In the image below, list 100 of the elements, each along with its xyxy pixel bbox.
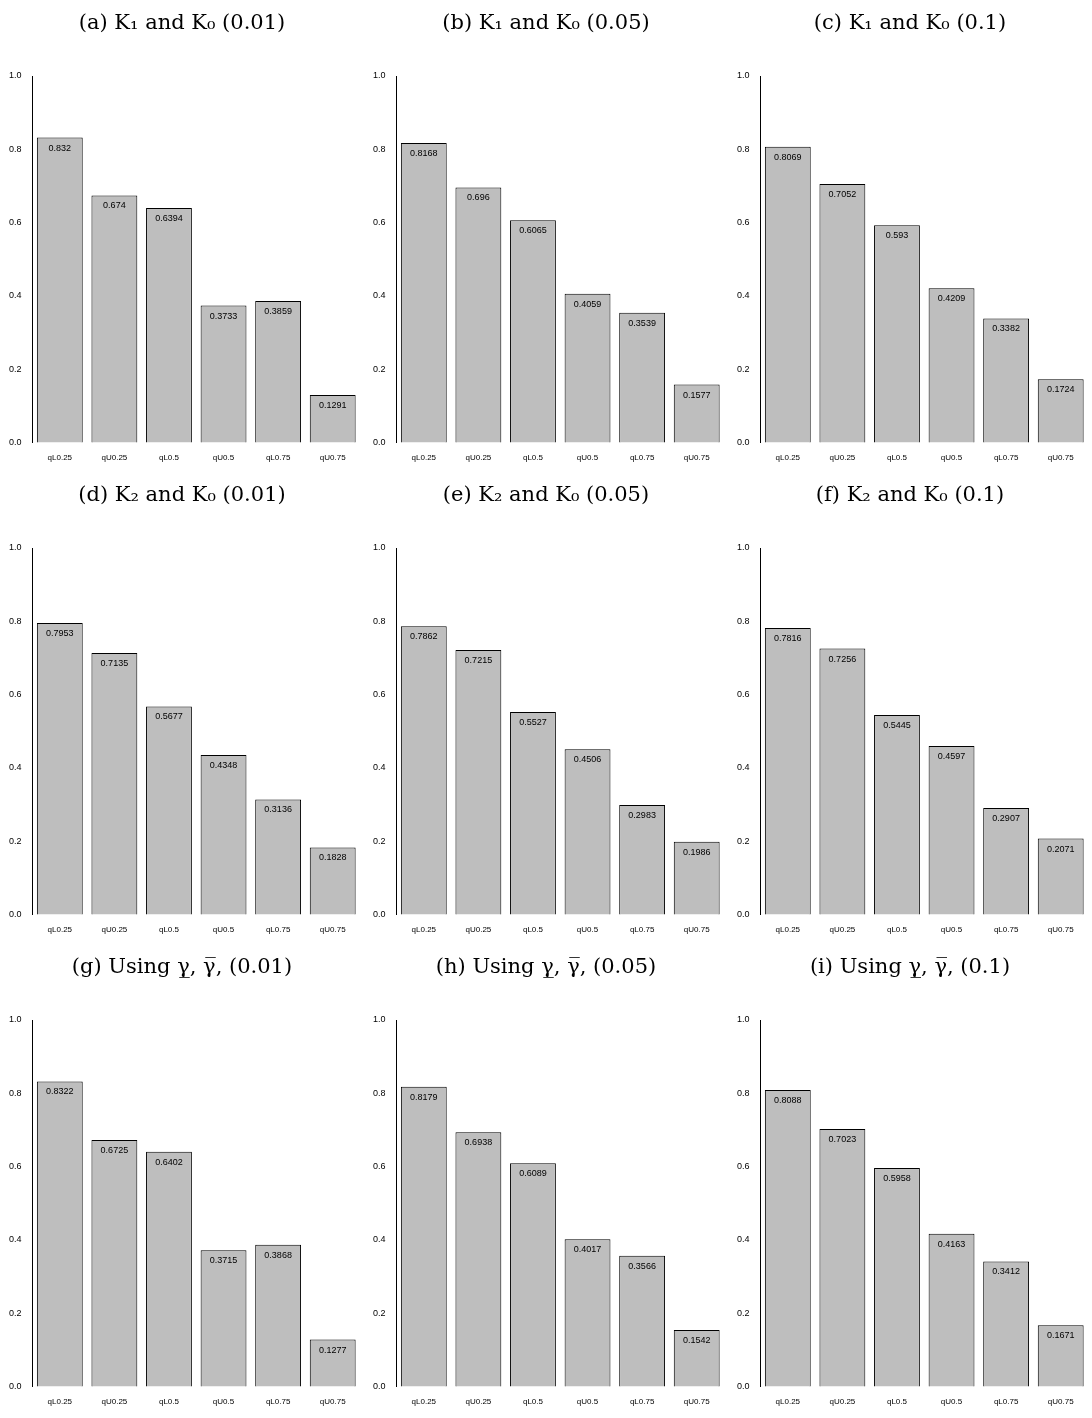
data-label: 0.3566: [628, 1260, 656, 1271]
data-label: 0.6402: [155, 1156, 183, 1167]
x-tick-label: qL0.25: [411, 925, 437, 935]
x-tick-label: qL0.75: [993, 453, 1019, 463]
data-label: 0.8088: [774, 1095, 802, 1106]
x-tick-label: qL0.5: [158, 1397, 180, 1407]
x-tick-label: qL0.25: [47, 453, 73, 463]
y-tick-label: 0.2: [737, 363, 750, 374]
y-tick-label: 0.0: [737, 436, 750, 447]
y-tick-label: 0.8: [373, 1087, 386, 1098]
data-label: 0.3539: [628, 317, 656, 328]
x-tick-label: qU0.5: [212, 1397, 235, 1407]
y-tick-label: 0.8: [9, 615, 22, 626]
y-tick-label: 0.6: [373, 217, 386, 228]
data-label: 0.5677: [155, 711, 183, 722]
chart-title: (i) Using γ̲, γ̅, (0.1): [808, 953, 1012, 980]
data-label: 0.4597: [937, 750, 966, 761]
x-tick-label: qL0.25: [775, 1397, 801, 1407]
data-label: 0.1277: [318, 1344, 347, 1355]
data-label: 0.6394: [155, 213, 183, 224]
y-tick-label: 0.8: [737, 615, 750, 626]
x-tick-label: qL0.25: [411, 453, 437, 463]
y-tick-label: 1.0: [9, 1014, 22, 1025]
y-tick-label: 1.0: [373, 542, 386, 553]
data-label: 0.4017: [573, 1244, 602, 1255]
x-tick-label: qU0.75: [319, 925, 347, 935]
y-tick-label: 0.6: [373, 1161, 386, 1172]
x-tick-label: qU0.5: [576, 925, 599, 935]
data-label: 0.1671: [1046, 1330, 1075, 1341]
data-label: 0.1986: [682, 846, 711, 857]
x-tick-label: qL0.25: [775, 925, 801, 935]
y-tick-label: 0.6: [737, 689, 750, 700]
x-tick-label: qU0.5: [940, 1397, 963, 1407]
x-tick-label: qU0.25: [101, 1397, 128, 1407]
y-tick-label: 0.2: [373, 363, 386, 374]
data-label: 0.7215: [464, 655, 493, 666]
chart-title: (h) Using γ̲, γ̅, (0.05): [434, 953, 658, 980]
y-tick-label: 0.6: [9, 689, 22, 700]
chart-title: (f) K₂ and K₀ (0.1): [814, 481, 1006, 508]
data-label: 0.3733: [209, 310, 238, 321]
data-label: 0.4348: [209, 760, 238, 771]
x-tick-label: qU0.5: [212, 453, 235, 463]
y-tick-label: 0.6: [737, 217, 750, 228]
x-tick-label: qU0.75: [1047, 453, 1075, 463]
y-tick-label: 0.4: [373, 762, 386, 773]
data-label: 0.1577: [682, 389, 711, 400]
y-tick-label: 0.8: [9, 1087, 22, 1098]
chart-title: (c) K₁ and K₀ (0.1): [812, 9, 1008, 36]
data-label: 0.5527: [519, 716, 547, 727]
y-tick-label: 0.6: [373, 689, 386, 700]
x-tick-label: qL0.75: [629, 1397, 655, 1407]
x-tick-label: qU0.75: [683, 925, 711, 935]
x-tick-label: qU0.75: [683, 453, 711, 463]
data-label: 0.8168: [410, 148, 438, 159]
y-tick-label: 0.0: [9, 436, 22, 447]
y-tick-label: 0.4: [9, 1234, 22, 1245]
y-tick-label: 0.4: [373, 1234, 386, 1245]
y-tick-label: 0.4: [373, 290, 386, 301]
y-tick-label: 0.6: [9, 217, 22, 228]
data-label: 0.1828: [318, 852, 347, 863]
y-tick-label: 0.8: [737, 143, 750, 154]
x-tick-label: qL0.5: [886, 453, 908, 463]
x-tick-label: qL0.25: [47, 1397, 73, 1407]
data-label: 0.7052: [828, 189, 857, 199]
data-label: 0.3412: [992, 1266, 1020, 1277]
y-tick-label: 0.0: [373, 908, 386, 919]
x-tick-label: qL0.5: [522, 1397, 544, 1407]
x-tick-label: qL0.5: [522, 925, 544, 935]
x-tick-label: qL0.25: [411, 1397, 437, 1407]
y-tick-label: 0.4: [737, 290, 750, 301]
y-tick-label: 0.2: [9, 1307, 22, 1318]
data-label: 0.6725: [100, 1144, 129, 1155]
y-tick-label: 0.8: [9, 143, 22, 154]
data-label: 0.4506: [573, 754, 602, 765]
data-label: 0.7256: [828, 653, 857, 664]
x-tick-label: qL0.5: [158, 925, 180, 935]
x-tick-label: qL0.5: [158, 453, 180, 463]
y-tick-label: 0.0: [737, 908, 750, 919]
chart-title: (b) K₁ and K₀ (0.05): [441, 9, 651, 36]
data-label: 0.8179: [410, 1091, 438, 1102]
x-tick-label: qL0.75: [629, 453, 655, 463]
y-tick-label: 0.2: [9, 363, 22, 374]
x-tick-label: qU0.5: [940, 925, 963, 935]
y-tick-label: 0.4: [9, 762, 22, 773]
data-label: 0.2071: [1046, 843, 1075, 854]
y-tick-label: 1.0: [737, 70, 750, 81]
y-tick-label: 0.0: [9, 1380, 22, 1391]
data-label: 0.674: [103, 200, 126, 211]
x-tick-label: qU0.25: [465, 925, 492, 935]
data-label: 0.3715: [209, 1255, 238, 1266]
chart-title: (g) Using γ̲, γ̅, (0.01): [70, 953, 294, 980]
data-label: 0.2983: [628, 810, 656, 821]
data-label: 0.6938: [464, 1137, 493, 1148]
y-tick-label: 1.0: [373, 1014, 386, 1025]
data-label: 0.3136: [264, 804, 292, 815]
data-label: 0.5958: [883, 1173, 911, 1184]
chart-title: (a) K₁ and K₀ (0.01): [77, 9, 287, 36]
data-label: 0.1542: [682, 1334, 711, 1345]
data-label: 0.3868: [264, 1249, 292, 1260]
x-tick-label: qL0.75: [265, 925, 291, 935]
